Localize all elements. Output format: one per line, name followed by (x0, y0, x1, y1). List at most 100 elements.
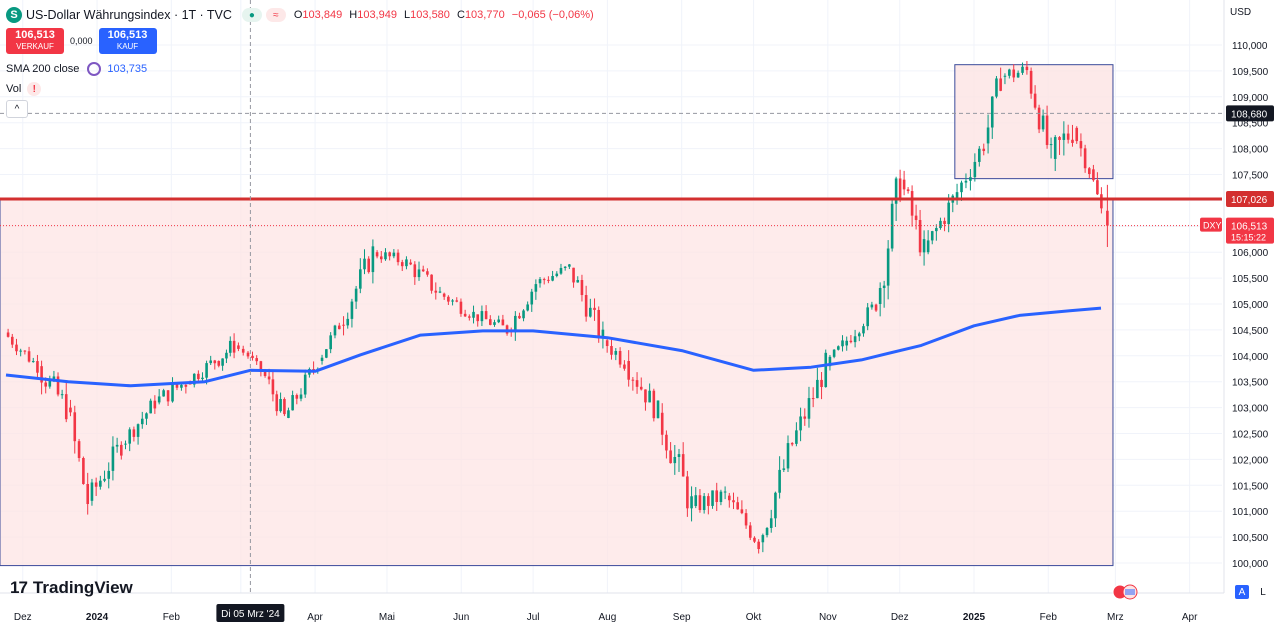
candle-body (1033, 93, 1037, 108)
sma-200-line[interactable] (5, 306, 1102, 388)
candle-body (660, 412, 664, 435)
chart-legend: S US-Dollar Währungsindex · 1T · TVC ● ≈… (6, 6, 594, 118)
vol-row[interactable]: Vol ! (6, 82, 594, 96)
candle-body (497, 319, 500, 323)
candle-body (375, 252, 379, 257)
collapse-legend-button[interactable]: ^ (6, 100, 28, 118)
log-scale-button[interactable]: L (1260, 586, 1266, 598)
candle-body (686, 476, 689, 509)
sma-row[interactable]: SMA 200 close 103,735 (6, 62, 594, 76)
range-box[interactable] (954, 64, 1114, 180)
candle-body (715, 490, 719, 503)
candle-body (438, 291, 442, 293)
candle-body (488, 319, 492, 325)
candle-body (790, 443, 794, 445)
candle-body (140, 418, 144, 425)
candle-body (786, 443, 790, 469)
candle-body (367, 258, 371, 273)
x-tick-label: Dez (891, 612, 909, 623)
candle-body (841, 340, 844, 347)
candle-body (350, 301, 354, 319)
candle-body (656, 400, 660, 419)
candle-body (1066, 133, 1070, 140)
candle-body (1045, 115, 1049, 146)
candle-body (275, 394, 279, 412)
candle-body (1100, 194, 1103, 209)
candle-body (995, 78, 998, 97)
auto-scale-button[interactable]: A (1235, 585, 1249, 599)
candle-body (644, 389, 647, 403)
ohlc-open: 103,849 (302, 9, 343, 21)
candle-body (1016, 72, 1020, 78)
candle-body (969, 177, 972, 181)
countdown-label: 15:15:22 (1231, 233, 1266, 243)
vol-label[interactable]: Vol (6, 83, 22, 95)
x-tick-label: Aug (599, 612, 617, 623)
candle-body (870, 304, 874, 308)
buy-label: KAUF (116, 42, 139, 51)
candle-body (337, 325, 341, 330)
candle-body (614, 350, 618, 355)
candle-body (246, 352, 250, 357)
candle-body (778, 469, 781, 493)
candle-body (421, 269, 425, 272)
warning-icon[interactable]: ! (27, 82, 42, 96)
candle-body (782, 468, 786, 470)
candle-body (886, 248, 890, 286)
candle-body (690, 496, 693, 509)
candle-body (960, 182, 963, 193)
buy-button[interactable]: 106,513 KAUF (98, 28, 157, 54)
candle-body (568, 264, 571, 267)
candle-body (982, 148, 986, 152)
candle-body (1049, 144, 1053, 146)
candle-body (82, 458, 85, 484)
candle-body (295, 395, 299, 399)
candle-body (1029, 70, 1033, 94)
candle-body (1058, 137, 1061, 140)
candle-body (555, 273, 559, 277)
candle-body (145, 413, 148, 419)
candle-body (601, 329, 605, 339)
candle-body (94, 482, 98, 487)
candle-body (669, 450, 672, 464)
market-status-icon[interactable]: ● (241, 8, 262, 22)
candle-body (287, 410, 290, 418)
candle-body (232, 340, 236, 353)
candle-body (60, 394, 64, 396)
candle-body (874, 304, 878, 311)
data-delay-icon[interactable]: ≈ (265, 8, 286, 22)
candle-body (359, 269, 362, 289)
y-tick-label: 102,000 (1232, 455, 1269, 466)
candle-body (259, 361, 263, 372)
y-tick-label: 107,500 (1232, 171, 1269, 182)
sma-label[interactable]: SMA 200 close (6, 63, 80, 75)
symbol-title[interactable]: US-Dollar Währungsindex · 1T · TVC (26, 8, 232, 22)
sma-layer (5, 306, 1102, 388)
events-flag-icon[interactable] (1112, 584, 1142, 600)
candle-body (197, 373, 200, 380)
dashed-level-label-bg (1226, 105, 1274, 122)
sell-button[interactable]: 106,513 VERKAUF (6, 28, 64, 54)
candle-body (400, 262, 404, 267)
x-tick-label: Feb (163, 612, 181, 623)
ohlc-values: O103,849 H103,949 L103,580 C103,770 −0,0… (294, 9, 594, 21)
candle-body (413, 264, 417, 278)
tradingview-logo[interactable]: 17 TradingView (10, 578, 133, 598)
candle-body (132, 429, 136, 437)
candle-body (698, 495, 702, 511)
ohlc-h-label: H (349, 9, 358, 21)
currency-label[interactable]: USD (1230, 7, 1252, 18)
candle-body (837, 346, 840, 350)
x-tick-label: Mai (379, 612, 395, 623)
candle-body (681, 454, 685, 477)
candle-body (56, 376, 60, 395)
candle-body (333, 325, 337, 336)
candle-body (472, 311, 475, 318)
candle-body (303, 374, 307, 395)
candle-body (442, 293, 446, 297)
candle-body (563, 266, 567, 268)
y-tick-label: 102,500 (1232, 430, 1269, 441)
candle-body (964, 180, 968, 183)
